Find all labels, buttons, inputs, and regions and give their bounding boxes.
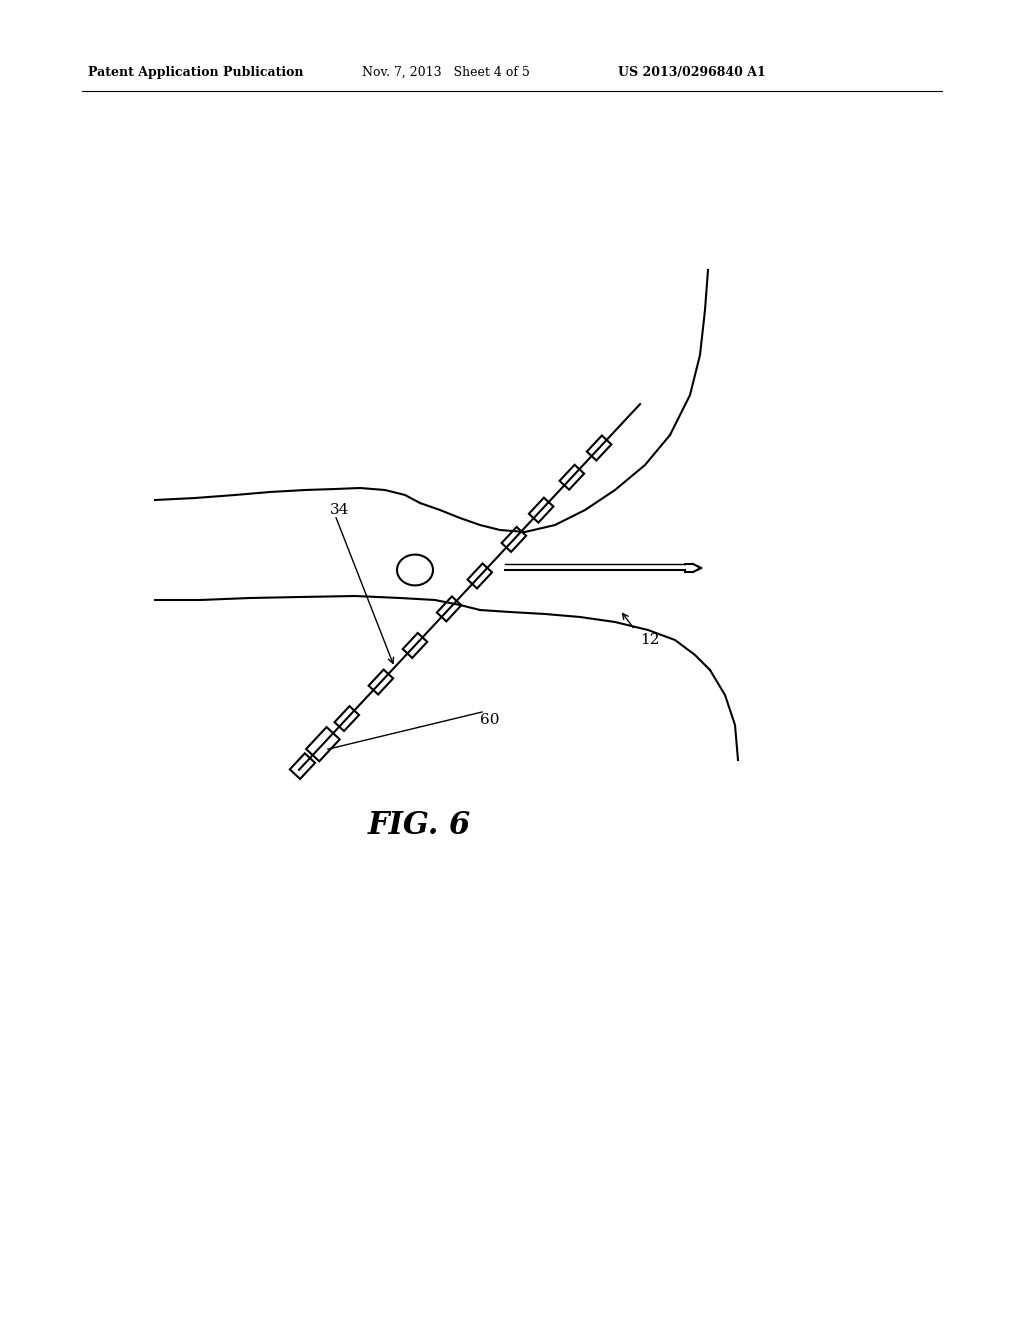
Bar [369,669,393,694]
Bar [402,634,427,657]
Text: FIG. 6: FIG. 6 [369,809,471,841]
Bar [559,465,584,490]
Bar [437,597,462,622]
Text: Patent Application Publication: Patent Application Publication [88,66,303,79]
Text: US 2013/0296840 A1: US 2013/0296840 A1 [618,66,766,79]
Bar [528,498,553,523]
Text: 12: 12 [640,634,659,647]
Text: 34: 34 [330,503,349,517]
Bar [502,527,526,552]
Bar [306,727,340,762]
Bar [290,754,315,779]
Bar [468,564,492,589]
Bar [335,706,359,731]
Text: Nov. 7, 2013   Sheet 4 of 5: Nov. 7, 2013 Sheet 4 of 5 [362,66,529,79]
Text: 60: 60 [480,713,500,727]
Bar [587,436,611,461]
